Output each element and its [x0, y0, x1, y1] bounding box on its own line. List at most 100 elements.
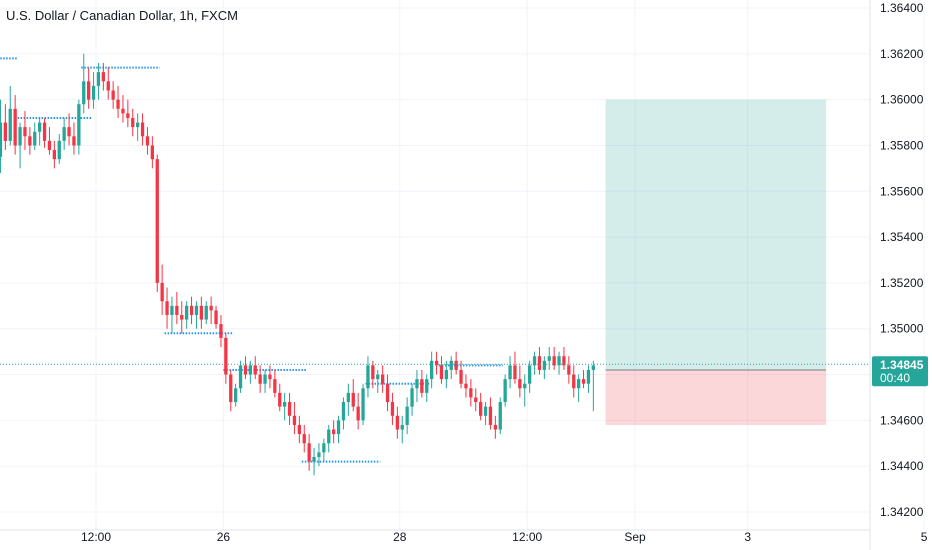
time-tick-label: 28: [393, 530, 407, 544]
candle-body: [8, 108, 12, 141]
current-price-value: 1.34845: [880, 358, 924, 372]
candle-body: [52, 150, 56, 160]
candle-body: [552, 356, 556, 366]
candle-body: [194, 305, 199, 315]
candle-body: [434, 360, 439, 366]
candle-body: [346, 392, 350, 403]
candle-body: [72, 136, 76, 146]
bar-countdown: 00:40: [880, 371, 910, 385]
price-tick-label: 1.36400: [880, 1, 924, 15]
candle-body: [371, 365, 375, 380]
candle-body: [410, 388, 414, 407]
candle-body: [464, 383, 468, 389]
candle-body: [23, 127, 27, 137]
candle-body: [390, 402, 395, 416]
profit-zone[interactable]: [605, 99, 827, 370]
price-tick-label: 1.34400: [880, 459, 924, 473]
candle-body: [425, 379, 429, 393]
candle-body: [395, 415, 399, 430]
candle-body: [366, 365, 370, 389]
price-tick-label: 1.35800: [880, 138, 924, 152]
candle-body: [292, 415, 297, 425]
candle-body: [523, 383, 527, 389]
candle-body: [547, 356, 551, 361]
candle-body: [518, 379, 522, 389]
candle-body: [336, 420, 341, 435]
candle-body: [224, 337, 228, 375]
candle-body: [479, 402, 483, 416]
candle-body: [454, 360, 458, 370]
candle-body: [253, 365, 257, 375]
candle-body: [42, 122, 47, 141]
candle-body: [116, 99, 120, 109]
candle-body: [400, 424, 404, 430]
candle-body: [180, 314, 184, 320]
candle-body: [273, 379, 277, 393]
candle-body: [106, 81, 110, 91]
candle-body: [91, 85, 96, 100]
loss-zone[interactable]: [605, 369, 827, 425]
candle-body: [96, 72, 101, 86]
candle-body: [278, 392, 282, 407]
candle-body: [586, 369, 591, 384]
candle-body: [498, 402, 502, 430]
candle-body: [47, 140, 52, 151]
candle-body: [287, 402, 292, 416]
candle-body: [537, 356, 542, 370]
candle-body: [33, 131, 37, 146]
price-axis[interactable]: 1.342001.344001.346001.348001.350001.352…: [869, 0, 924, 550]
current-price-tag: 1.34845 00:40: [872, 356, 928, 387]
candle-body: [258, 374, 262, 384]
candle-body: [131, 117, 135, 128]
candle-body: [87, 81, 91, 100]
candle-body: [420, 379, 424, 393]
candle-body: [312, 457, 316, 462]
price-tick-label: 1.35600: [880, 184, 924, 198]
candle-body: [322, 443, 326, 453]
chart-title: U.S. Dollar / Canadian Dollar, 1h, FXCM: [6, 8, 238, 23]
candle-body: [581, 379, 586, 384]
candle-body: [557, 356, 561, 366]
candle-body: [165, 301, 169, 315]
candle-body: [248, 365, 252, 375]
candle-body: [214, 310, 218, 325]
time-axis[interactable]: 12:00 26 28 12:00 Sep 3 5: [0, 529, 928, 544]
candle-body: [503, 379, 507, 403]
candle-body: [415, 379, 419, 389]
position-tool[interactable]: [605, 99, 827, 425]
candle-body: [297, 424, 301, 435]
time-tick-label: Sep: [624, 530, 646, 544]
price-tick-label: 1.36200: [880, 47, 924, 61]
price-tick-label: 1.36000: [880, 93, 924, 107]
time-tick-label: 5: [921, 530, 928, 544]
time-tick-label: 12:00: [512, 530, 542, 544]
current-price-tag-bg: [872, 356, 928, 387]
candle-body: [356, 406, 360, 421]
candle-body: [185, 305, 189, 320]
candle-body: [469, 388, 473, 398]
candle-body: [111, 90, 115, 100]
candle-body: [160, 282, 164, 302]
candle-body: [234, 388, 238, 403]
candle-body: [0, 122, 3, 157]
candle-body: [302, 434, 306, 444]
candle-body: [528, 365, 532, 384]
candle-body: [317, 452, 321, 458]
candle-body: [62, 127, 66, 141]
candle-body: [385, 383, 390, 403]
candle-body: [209, 305, 213, 311]
candle-body: [444, 369, 448, 380]
candle-body: [591, 365, 595, 370]
candle-body: [219, 324, 223, 338]
candle-body: [307, 443, 311, 462]
candle-body: [77, 104, 81, 146]
candle-body: [126, 113, 130, 118]
candle-body: [263, 374, 267, 384]
candle-body: [101, 72, 105, 82]
candle-body: [449, 360, 453, 370]
candle-body: [361, 388, 365, 421]
candle-body: [474, 397, 478, 403]
candle-body: [28, 136, 32, 146]
candle-body: [488, 406, 493, 425]
candle-body: [238, 365, 243, 389]
